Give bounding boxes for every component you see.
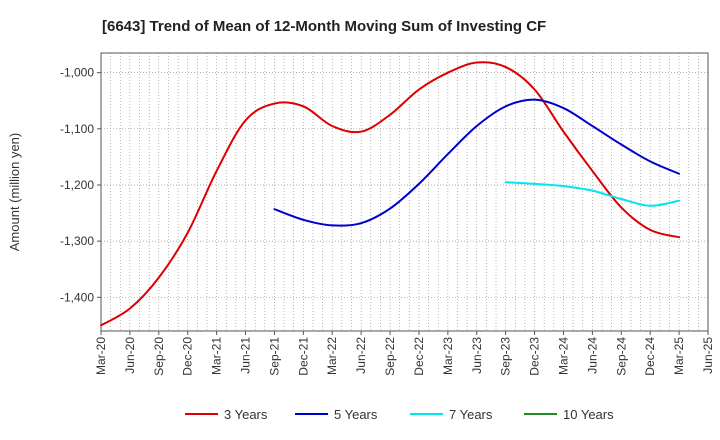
- x-tick-label: Dec-21: [296, 337, 310, 376]
- y-tick-label: -1,000: [60, 66, 94, 80]
- legend-label-3-years: 3 Years: [224, 407, 268, 422]
- grid: [101, 53, 708, 331]
- x-tick-label: Dec-23: [528, 337, 542, 376]
- x-tick-label: Jun-22: [354, 337, 368, 374]
- y-axis-label: Amount (million yen): [7, 133, 22, 252]
- x-tick-label: Sep-23: [499, 337, 513, 376]
- x-axis: Mar-20 Jun-20 Sep-20 Dec-20 Mar-21 Jun-21 Sep-…: [94, 331, 715, 376]
- legend-label-10-years: 10 Years: [563, 407, 614, 422]
- series-layer: [100, 61, 681, 327]
- x-tick-label: Sep-24: [614, 337, 628, 376]
- x-tick-label: Jun-21: [239, 337, 253, 374]
- x-tick-label: Mar-24: [556, 337, 570, 375]
- legend-label-5-years: 5 Years: [334, 407, 378, 422]
- x-tick-label: Jun-20: [123, 337, 137, 374]
- y-tick-label: -1,400: [60, 290, 94, 304]
- chart-title: [6643] Trend of Mean of 12-Month Moving …: [102, 18, 546, 35]
- y-axis: -1,400 -1,300 -1,200 -1,100 -1,000: [60, 66, 101, 304]
- series-line-7-years: [504, 181, 681, 207]
- x-tick-label: Dec-20: [181, 337, 195, 376]
- x-tick-label: Dec-22: [412, 337, 426, 376]
- x-tick-label: Mar-25: [672, 337, 686, 375]
- legend-label-7-years: 7 Years: [449, 407, 493, 422]
- y-tick-label: -1,100: [60, 122, 94, 136]
- y-tick-label: -1,200: [60, 178, 94, 192]
- y-tick-label: -1,300: [60, 234, 94, 248]
- x-tick-label: Sep-20: [152, 337, 166, 376]
- x-tick-label: Sep-22: [383, 337, 397, 376]
- x-tick-label: Mar-23: [441, 337, 455, 375]
- legend: 3 Years 5 Years 7 Years 10 Years: [185, 407, 614, 422]
- series-line-5-years: [273, 98, 681, 227]
- x-tick-label: Jun-23: [470, 337, 484, 374]
- x-tick-label: Jun-24: [585, 337, 599, 374]
- x-tick-label: Mar-20: [94, 337, 108, 375]
- series-line-3-years: [100, 61, 681, 327]
- x-tick-label: Jun-25: [701, 337, 715, 374]
- x-tick-label: Dec-24: [643, 337, 657, 376]
- x-tick-label: Sep-21: [267, 337, 281, 376]
- x-tick-label: Mar-22: [325, 337, 339, 375]
- plot-area-border: [100, 52, 709, 332]
- x-tick-label: Mar-21: [210, 337, 224, 375]
